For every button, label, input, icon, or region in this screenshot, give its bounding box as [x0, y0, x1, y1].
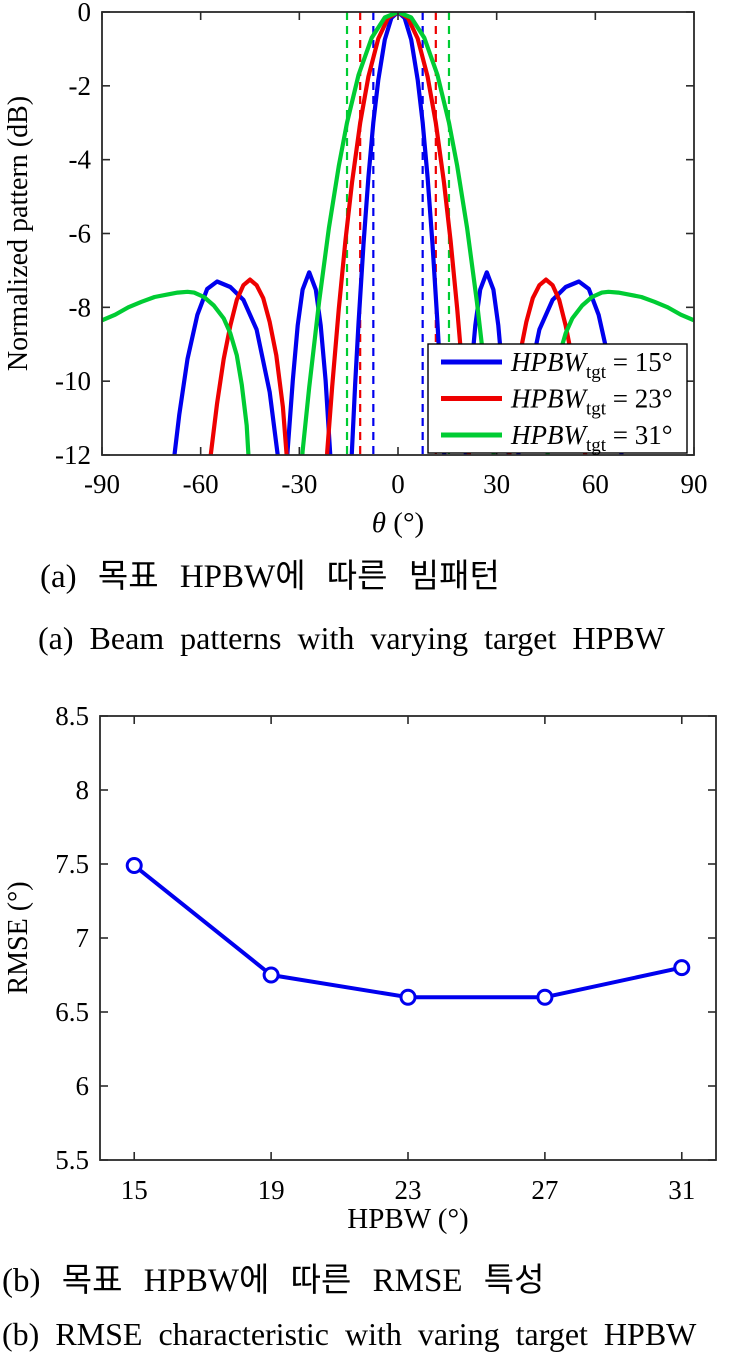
x-tick-label: -60	[183, 469, 219, 499]
caption-a-korean: (a) 목표 HPBW에 따른 빔패턴	[40, 559, 500, 595]
beam-curve-2	[102, 12, 694, 455]
x-tick-label: 0	[391, 469, 405, 499]
x-axis-label: HPBW (°)	[347, 1203, 468, 1235]
y-tick-label: 8.5	[55, 701, 89, 731]
caption-b-english: (b) RMSE characteristic with varing targ…	[2, 1316, 697, 1352]
data-point-marker	[673, 959, 691, 977]
x-tick-label: 27	[531, 1175, 558, 1205]
x-axis-label: θ (°)	[372, 507, 424, 539]
x-tick-label: 60	[582, 469, 609, 499]
y-tick-label: -12	[55, 440, 91, 470]
data-point-marker	[262, 966, 280, 984]
y-tick-label: 6	[76, 1071, 90, 1101]
data-point-marker	[399, 988, 417, 1006]
beam-pattern-chart: -90 -60 -30 0 30 60 90 0 -2 -4 -6 -8 -10 -12 Normalize…	[3, 0, 708, 539]
y-axis-label: RMSE (°)	[3, 881, 34, 994]
y-tick-label: 7.5	[55, 849, 89, 879]
data-point-marker	[536, 988, 554, 1006]
y-tick-label: -8	[69, 292, 92, 322]
caption-b-korean: (b) 목표 HPBW에 따른 RMSE 특성	[2, 1263, 545, 1299]
y-tick-label: 0	[78, 0, 92, 27]
y-tick-label: -2	[69, 71, 92, 101]
y-tick-label: 5.5	[55, 1145, 89, 1175]
data-point-marker	[125, 856, 143, 874]
beam-curve-1	[208, 12, 588, 455]
legend: HPBWtgt = 15°HPBWtgt = 23°HPBWtgt = 31°	[427, 343, 688, 456]
legend-label: HPBWtgt = 31°	[510, 420, 673, 456]
y-tick-label: 8	[76, 775, 90, 805]
y-tick-label: -4	[69, 145, 92, 175]
x-tick-label: -30	[281, 469, 317, 499]
x-tick-label: 19	[258, 1175, 285, 1205]
legend-label: HPBWtgt = 15°	[510, 347, 673, 383]
y-tick-label: -10	[55, 366, 91, 396]
x-tick-label: -90	[84, 469, 120, 499]
x-tick-label: 15	[121, 1175, 148, 1205]
rmse-line	[132, 863, 683, 1000]
y-tick-label: 7	[76, 923, 90, 953]
axes: 15 19 23 27 31 5.5 6 6.5 7 7.5 8 8.5	[55, 701, 717, 1205]
x-tick-label: 31	[668, 1175, 695, 1205]
rmse-chart: 15 19 23 27 31 5.5 6 6.5 7 7.5 8 8.5 RMSE (°) HPBW (°…	[3, 701, 717, 1235]
y-tick-label: 6.5	[55, 997, 89, 1027]
legend-label: HPBWtgt = 23°	[510, 384, 673, 420]
x-tick-label: 90	[681, 469, 708, 499]
x-tick-label: 30	[483, 469, 510, 499]
caption-a-english: (a) Beam patterns with varying target HP…	[38, 620, 665, 656]
y-axis-label: Normalized pattern (dB)	[3, 96, 34, 371]
y-tick-label: -6	[69, 219, 92, 249]
axes: -90 -60 -30 0 30 60 90 0 -2 -4 -6 -8 -10 -12	[55, 0, 708, 499]
x-tick-label: 23	[395, 1175, 422, 1205]
